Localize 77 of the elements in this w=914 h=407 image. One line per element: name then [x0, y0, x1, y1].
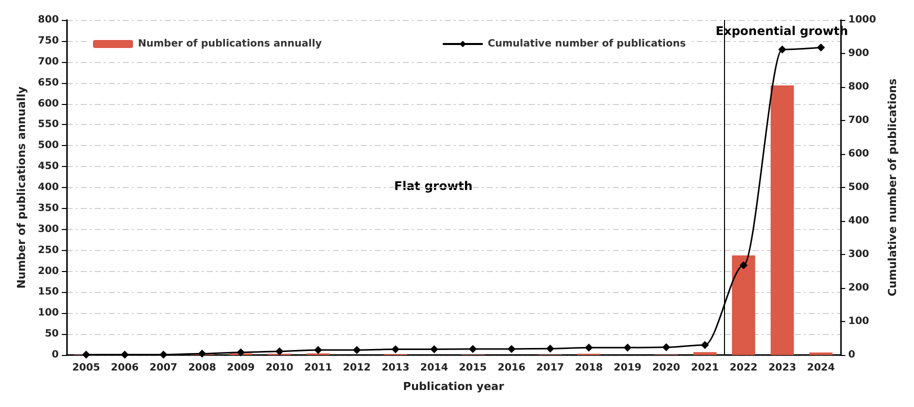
- point: [778, 45, 786, 54]
- y2-tick-label: 700: [848, 115, 870, 126]
- y2-tick-label: 100: [848, 316, 870, 327]
- y2-axis-title: Cumulative number of publications: [886, 78, 899, 296]
- point: [198, 350, 206, 358]
- point: [82, 350, 90, 359]
- x-tick-label: 2018: [574, 362, 603, 374]
- x-tick-label: 2008: [188, 362, 216, 374]
- x-tick-label: 2005: [72, 362, 100, 374]
- y-tick-label: 300: [38, 224, 59, 235]
- y2-tick-label: 400: [848, 216, 870, 226]
- point: [468, 344, 477, 353]
- x-tick-label: 2017: [536, 362, 564, 374]
- point: [700, 340, 709, 349]
- y-axis-title: Number of publications annually: [15, 86, 28, 289]
- y-tick-label: 500: [38, 140, 59, 152]
- point: [546, 344, 554, 353]
- bar: [809, 352, 833, 355]
- y-tick-label: 650: [38, 77, 59, 88]
- point: [508, 344, 516, 353]
- y2-tick-label: 200: [848, 282, 870, 294]
- x-tick-label: 2020: [652, 362, 680, 374]
- x-tick-label: 2013: [382, 362, 410, 374]
- point: [236, 348, 245, 356]
- x-tick-label: 2012: [342, 362, 371, 374]
- y-tick-label: 100: [38, 308, 59, 319]
- y-tick-label: 800: [38, 14, 59, 26]
- point: [662, 343, 670, 352]
- point: [624, 344, 632, 352]
- y2-tick-label: 900: [848, 48, 870, 59]
- y-tick-label: 450: [38, 161, 59, 172]
- x-tick-label: 2015: [458, 362, 487, 374]
- x-tick-label: 2022: [730, 362, 758, 374]
- y2-tick-label: 800: [848, 82, 870, 92]
- y-tick-label: 350: [38, 202, 59, 214]
- x-tick-label: 2021: [690, 362, 719, 374]
- legend-label: Cumulative number of publications: [488, 38, 686, 50]
- y-tick-label: 150: [38, 286, 59, 298]
- x-tick-label: 2024: [807, 362, 835, 374]
- y2-tick-label: 500: [848, 182, 870, 193]
- y-tick-label: 200: [38, 266, 59, 277]
- y2-tick-label: 1000: [848, 14, 876, 26]
- y-tick-label: 0: [52, 350, 59, 360]
- bar: [693, 352, 717, 355]
- y-tick-label: 50: [44, 328, 59, 340]
- point: [314, 346, 322, 354]
- bar: [732, 255, 756, 355]
- x-tick-label: 2019: [614, 362, 642, 374]
- point: [430, 345, 438, 354]
- x-tick-label: 2014: [420, 362, 448, 374]
- x-tick-label: 2006: [110, 362, 139, 374]
- x-tick-label: 2011: [304, 362, 332, 374]
- y-tick-label: 750: [38, 35, 59, 46]
- y2-tick-label: 300: [848, 249, 870, 260]
- point: [159, 350, 168, 359]
- y-tick-label: 550: [38, 119, 59, 130]
- x-tick-label: 2016: [498, 362, 526, 374]
- point: [740, 261, 748, 270]
- x-tick-label: 2009: [226, 362, 255, 374]
- x-axis-title: Publication year: [403, 380, 505, 393]
- point: [584, 344, 593, 352]
- point: [816, 43, 825, 52]
- y2-tick-label: 0: [848, 350, 856, 360]
- x-tick-label: 2010: [266, 362, 294, 374]
- legend-label: Number of publications annually: [138, 38, 322, 50]
- point: [275, 347, 284, 356]
- bar: [770, 85, 794, 355]
- y-tick-label: 700: [38, 56, 59, 68]
- x-tick-label: 2023: [768, 362, 796, 374]
- point: [352, 346, 361, 354]
- y-tick-label: 600: [38, 98, 59, 110]
- x-tick-label: 2007: [150, 362, 178, 374]
- point: [120, 350, 129, 359]
- y-tick-label: 400: [38, 182, 59, 193]
- point: [392, 345, 400, 354]
- y2-tick-label: 600: [848, 148, 870, 160]
- y-tick-label: 250: [38, 244, 59, 256]
